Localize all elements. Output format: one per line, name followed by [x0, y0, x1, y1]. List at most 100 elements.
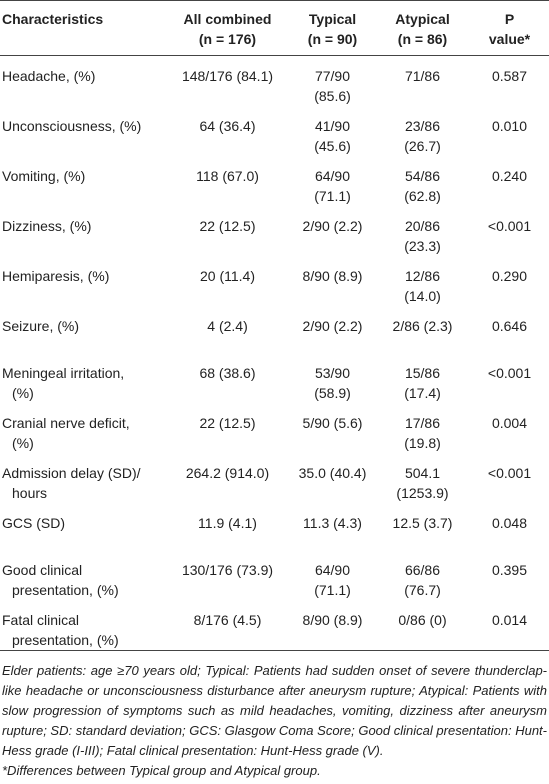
cell-line: 17/86: [404, 415, 441, 431]
cell-line: 0.048: [491, 515, 528, 531]
cell-line: <0.001: [487, 465, 532, 481]
table-row: Hemiparesis, (%) 20 (11.4) 8/90 (8.9) 12/86…: [0, 256, 549, 306]
cell-line: (62.8): [404, 188, 441, 204]
table-cell: 8/90 (8.9): [290, 600, 375, 651]
table-cell: Meningeal irritation, (%): [0, 353, 165, 403]
cell-line: 12/86: [404, 268, 441, 284]
cell-line: 64/90: [314, 168, 351, 184]
table-row: Fatal clinical presentation, (%) 8/176 (4.…: [0, 600, 549, 651]
table-cell: 0.646: [470, 306, 549, 353]
cell-line: 0.587: [491, 68, 528, 84]
table-cell: 2/90 (2.2): [290, 206, 375, 256]
cell-line: 0.010: [491, 118, 528, 134]
cell-line: (%): [12, 385, 34, 401]
cell-line: P: [504, 11, 515, 27]
table-row: Admission delay (SD)/ hours 264.2 (914.0) 3…: [0, 453, 549, 503]
cell-line: (n = 86): [397, 31, 448, 47]
cell-line: GCS (SD): [2, 515, 65, 531]
cell-line: 23/86: [404, 118, 441, 134]
table-cell: 22 (12.5): [165, 206, 290, 256]
table-cell: 64/90 (71.1): [290, 156, 375, 206]
cell-line: 5/90 (5.6): [302, 415, 363, 431]
cell-line: 15/86: [404, 365, 441, 381]
cell-line: Admission delay (SD)/: [2, 465, 141, 481]
table-cell: 5/90 (5.6): [290, 403, 375, 453]
table-row: Vomiting, (%) 118 (67.0) 64/90 (71.1) 54/86 (…: [0, 156, 549, 206]
footnotes: Elder patients: age ≥70 years old; Typic…: [0, 651, 549, 781]
cell-line: hours: [12, 485, 48, 501]
cell-line: Typical: [308, 11, 357, 27]
table-cell: Admission delay (SD)/ hours: [0, 453, 165, 503]
table-cell: 0.587: [470, 56, 549, 107]
cell-line: Hemiparesis, (%): [2, 268, 110, 284]
table-cell: 8/176 (4.5): [165, 600, 290, 651]
table-cell: 0.010: [470, 106, 549, 156]
table-cell: 77/90 (85.6): [290, 56, 375, 107]
cell-line: 8/90 (8.9): [302, 612, 363, 628]
cell-line: Cranial nerve deficit,: [2, 415, 130, 431]
header-cell: Typical (n = 90): [290, 1, 375, 56]
table-cell: 118 (67.0): [165, 156, 290, 206]
cell-line: presentation, (%): [12, 632, 119, 648]
cell-line: (1253.9): [396, 485, 449, 501]
cell-line: (85.6): [314, 88, 351, 104]
table-cell: 8/90 (8.9): [290, 256, 375, 306]
table-cell: 11.9 (4.1): [165, 503, 290, 550]
cell-line: 148/176 (84.1): [181, 68, 274, 84]
cell-line: 12.5 (3.7): [392, 515, 453, 531]
table-cell: 504.1 (1253.9): [375, 453, 470, 503]
cell-line: (14.0): [404, 288, 441, 304]
cell-line: 0.646: [491, 318, 528, 334]
cell-line: 64/90: [314, 562, 351, 578]
table-cell: 66/86 (76.7): [375, 550, 470, 600]
cell-line: value*: [488, 31, 531, 47]
table-row: Cranial nerve deficit, (%) 22 (12.5) 5/90 (…: [0, 403, 549, 453]
table-cell: 17/86 (19.8): [375, 403, 470, 453]
cell-line: 68 (38.6): [199, 365, 256, 381]
cell-line: 35.0 (40.4): [298, 465, 367, 481]
cell-line: 0/86 (0): [398, 612, 447, 628]
table-cell: 0.048: [470, 503, 549, 550]
table-header: Characteristics All combined (n = 176) Typi…: [0, 0, 549, 56]
table-cell: 64/90 (71.1): [290, 550, 375, 600]
cell-line: 0.290: [491, 268, 528, 284]
table-cell: 71/86: [375, 56, 470, 107]
cell-line: Dizziness, (%): [2, 218, 92, 234]
table-cell: 20/86 (23.3): [375, 206, 470, 256]
cell-line: 130/176 (73.9): [181, 562, 274, 578]
table-cell: 54/86 (62.8): [375, 156, 470, 206]
cell-line: 8/176 (4.5): [193, 612, 262, 628]
header-cell: Atypical (n = 86): [375, 1, 470, 56]
cell-line: 0.014: [491, 612, 528, 628]
table-cell: 11.3 (4.3): [290, 503, 375, 550]
cell-line: 11.3 (4.3): [303, 515, 362, 531]
cell-line: 20 (11.4): [200, 268, 255, 284]
cell-line: Unconsciousness, (%): [2, 118, 142, 134]
table-cell: Fatal clinical presentation, (%): [0, 600, 165, 651]
cell-line: (76.7): [404, 582, 441, 598]
table-cell: 12.5 (3.7): [375, 503, 470, 550]
cell-line: (19.8): [404, 435, 441, 451]
cell-line: presentation, (%): [12, 582, 119, 598]
cell-line: 2/90 (2.2): [302, 318, 363, 334]
cell-line: Seizure, (%): [2, 318, 80, 334]
cell-line: 0.240: [491, 168, 528, 184]
table-cell: 0.240: [470, 156, 549, 206]
table-cell: 264.2 (914.0): [165, 453, 290, 503]
cell-line: <0.001: [487, 218, 532, 234]
header-cell: Characteristics: [0, 1, 165, 56]
cell-line: 20/86: [404, 218, 441, 234]
cell-line: 0.004: [491, 415, 528, 431]
cell-line: (71.1): [314, 188, 351, 204]
cell-line: (45.6): [314, 138, 351, 154]
footnote: *Differences between Typical group and A…: [2, 763, 321, 778]
cell-line: 11.9 (4.1): [198, 515, 257, 531]
table-cell: 41/90 (45.6): [290, 106, 375, 156]
cell-line: (71.1): [314, 582, 351, 598]
table-body: Headache, (%) 148/176 (84.1) 77/90 (85.6) 71…: [0, 56, 549, 651]
table-cell: Hemiparesis, (%): [0, 256, 165, 306]
table-cell: 53/90 (58.9): [290, 353, 375, 403]
table-row: Good clinical presentation, (%) 130/176 (7…: [0, 550, 549, 600]
